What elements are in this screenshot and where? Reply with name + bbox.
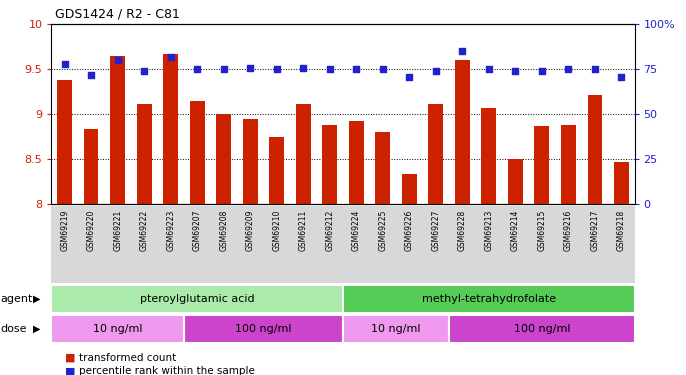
Text: GSM69207: GSM69207 [193,209,202,251]
Bar [296,105,311,204]
Text: GSM69209: GSM69209 [246,209,255,251]
Text: ■: ■ [65,366,75,375]
Text: GSM69211: GSM69211 [298,209,308,251]
Point [483,66,494,72]
Text: 100 ng/ml: 100 ng/ml [514,324,570,334]
Bar [614,162,628,204]
Point [218,66,229,72]
Text: GSM69228: GSM69228 [458,209,466,251]
Bar [243,119,257,204]
Text: GSM69219: GSM69219 [60,209,69,251]
Point [457,48,468,54]
Point [589,66,600,72]
Text: methyl-tetrahydrofolate: methyl-tetrahydrofolate [422,294,556,304]
Text: GSM69218: GSM69218 [617,209,626,251]
Text: GSM69215: GSM69215 [537,209,546,251]
Bar [51,315,184,343]
Bar [343,285,635,313]
Bar [482,108,496,204]
Bar [110,56,125,204]
Point [165,54,176,60]
Bar [84,129,99,204]
Text: dose: dose [1,324,27,334]
Point [510,68,521,74]
Text: ■: ■ [65,353,75,363]
Point [113,57,123,63]
Text: GDS1424 / R2 - C81: GDS1424 / R2 - C81 [55,8,180,21]
Point [404,74,415,80]
Bar [58,80,72,204]
Point [86,72,97,78]
Text: ▶: ▶ [33,324,40,334]
Bar [508,159,523,204]
Bar [429,104,443,204]
Bar [184,315,343,343]
Bar [455,60,469,204]
Point [563,66,573,72]
Text: GSM69224: GSM69224 [352,209,361,251]
Text: GSM69223: GSM69223 [166,209,175,251]
Bar [343,315,449,343]
Text: GSM69227: GSM69227 [431,209,440,251]
Text: GSM69217: GSM69217 [590,209,600,251]
Text: pteroylglutamic acid: pteroylglutamic acid [140,294,255,304]
Text: agent: agent [1,294,33,304]
Text: GSM69208: GSM69208 [220,209,228,251]
Text: GSM69212: GSM69212 [325,209,334,251]
Point [271,66,282,72]
Text: GSM69226: GSM69226 [405,209,414,251]
Text: GSM69222: GSM69222 [140,209,149,251]
Bar [270,137,284,204]
Text: GSM69221: GSM69221 [113,209,122,251]
Text: ▶: ▶ [33,294,40,304]
Bar [561,125,576,204]
Bar [51,285,343,313]
Bar [349,121,364,204]
Point [351,66,362,72]
Bar [137,104,152,204]
Point [536,68,547,74]
Bar [163,54,178,204]
Point [191,66,202,72]
Point [298,64,309,70]
Bar [534,126,549,204]
Point [616,74,627,80]
Text: transformed count: transformed count [79,353,176,363]
Text: GSM69216: GSM69216 [564,209,573,251]
Bar [587,94,602,204]
Bar [402,174,416,204]
Text: 100 ng/ml: 100 ng/ml [235,324,292,334]
Point [139,68,150,74]
Bar [449,315,635,343]
Bar [190,101,204,204]
Text: GSM69210: GSM69210 [272,209,281,251]
Point [59,61,70,67]
Point [245,64,256,70]
Bar [375,132,390,204]
Bar [217,114,231,204]
Text: percentile rank within the sample: percentile rank within the sample [79,366,255,375]
Point [377,66,388,72]
Text: 10 ng/ml: 10 ng/ml [93,324,143,334]
Bar [322,125,337,204]
Text: GSM69220: GSM69220 [86,209,96,251]
Text: GSM69214: GSM69214 [511,209,520,251]
Text: 10 ng/ml: 10 ng/ml [371,324,421,334]
Point [430,68,441,74]
Text: GSM69225: GSM69225 [378,209,388,251]
Point [324,66,335,72]
Text: GSM69213: GSM69213 [484,209,493,251]
